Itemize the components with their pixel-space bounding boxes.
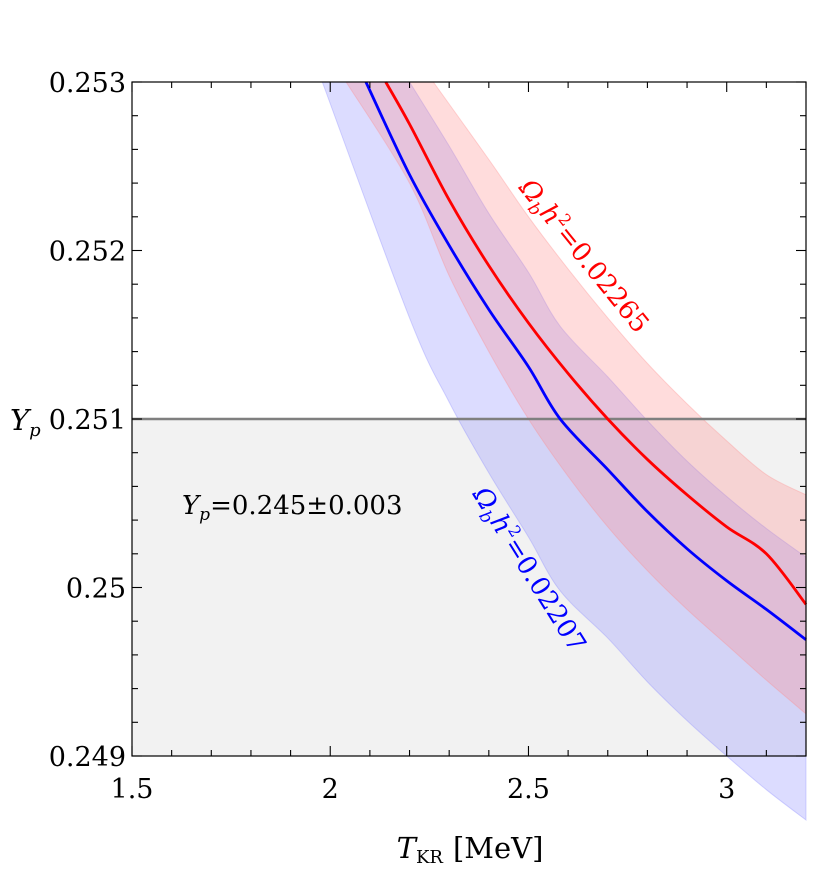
y-tick-label: 0.252 — [49, 237, 126, 268]
y-axis-title: Yp — [10, 403, 41, 441]
y-tick-labels: 0.249 0.25 0.251 0.252 0.253 — [49, 68, 126, 773]
x-axis-title: TKR [MeV] — [397, 831, 544, 868]
series-lines — [364, 81, 808, 641]
series-line-red — [384, 81, 808, 606]
x-tick-label: 2.5 — [507, 774, 550, 805]
x-axis-title-sub: KR — [416, 847, 443, 868]
constraint-label-main: Y — [182, 491, 202, 521]
band-red — [345, 81, 807, 715]
y-axis-title-sub: p — [29, 420, 41, 441]
x-tick-labels: 1.5 2 2.5 3 — [111, 774, 736, 805]
uncertainty-bands — [321, 81, 807, 822]
y-tick-label: 0.249 — [49, 742, 126, 773]
x-tick-label: 2 — [322, 774, 339, 805]
y-tick-label: 0.251 — [49, 405, 126, 436]
series-line-blue — [364, 81, 807, 641]
y-tick-label: 0.25 — [66, 574, 126, 605]
constraint-region — [132, 419, 806, 756]
x-tick-label: 1.5 — [111, 774, 154, 805]
x-axis-title-main: T — [397, 831, 419, 865]
y-tick-label: 0.253 — [49, 68, 126, 99]
y-axis-title-main: Y — [10, 403, 32, 437]
constraint-label: Yp=0.245±0.003 — [182, 491, 403, 525]
axis-ticks — [131, 81, 807, 757]
x-axis-title-unit: [MeV] — [453, 831, 543, 865]
band-blue — [321, 81, 807, 822]
constraint-label-value: =0.245±0.003 — [210, 491, 402, 521]
x-tick-label: 3 — [718, 774, 735, 805]
constraint-label-sub: p — [199, 505, 210, 525]
